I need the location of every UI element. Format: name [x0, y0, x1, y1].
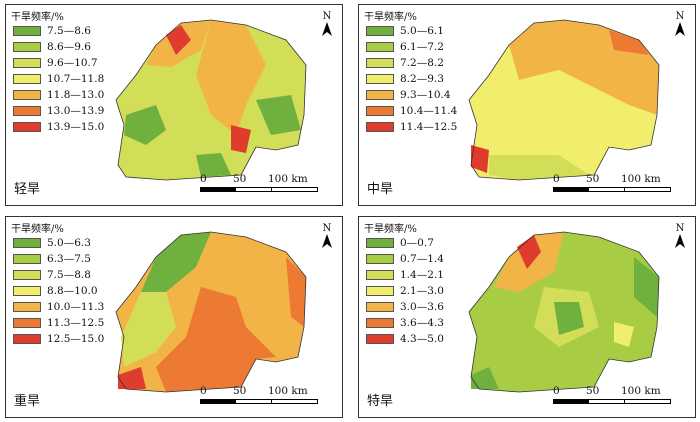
legend-item: 13.9—15.0 — [13, 121, 104, 133]
panel-title: 轻旱 — [14, 182, 41, 197]
legend-item: 0.7—1.4 — [366, 253, 444, 265]
legend-item: 6.1—7.2 — [366, 41, 444, 53]
legend-item: 7.5—8.8 — [13, 269, 91, 281]
legend-item: 8.8—10.0 — [13, 285, 98, 297]
map-panel-light-drought: 干旱频率/% 7.5—8.6 8.6—9.6 9.6—10.7 10.7—11.… — [5, 4, 343, 206]
legend-item: 8.6—9.6 — [13, 41, 91, 53]
legend-title: 干旱频率/% — [11, 12, 64, 23]
legend-item: 7.5—8.6 — [13, 25, 91, 37]
legend-item: 13.0—13.9 — [13, 105, 104, 117]
drought-map-light — [115, 19, 307, 181]
legend-item: 10.4—11.4 — [366, 105, 457, 117]
legend-item: 10.0—11.3 — [13, 301, 104, 313]
scale-bar: 0 50 100 km — [553, 385, 671, 409]
drought-map-severe — [115, 231, 307, 393]
legend-item: 7.2—8.2 — [366, 57, 444, 69]
panel-title: 特旱 — [367, 394, 394, 409]
legend-item: 12.5—15.0 — [13, 333, 104, 345]
legend-item: 8.2—9.3 — [366, 73, 444, 85]
map-panel-severe-drought: 干旱频率/% 5.0—6.3 6.3—7.5 7.5—8.8 8.8—10.0 … — [5, 216, 343, 418]
legend-item: 3.6—4.3 — [366, 317, 444, 329]
panel-title: 重旱 — [14, 394, 41, 409]
legend-item: 6.3—7.5 — [13, 253, 91, 265]
panel-title: 中旱 — [367, 182, 394, 197]
legend-item: 4.3—5.0 — [366, 333, 444, 345]
legend-item: 5.0—6.1 — [366, 25, 444, 37]
map-panel-extreme-drought: 干旱频率/% 0—0.7 0.7—1.4 1.4—2.1 2.1—3.0 3.0… — [358, 216, 696, 418]
drought-map-moderate — [468, 19, 660, 181]
legend-item: 3.0—3.6 — [366, 301, 444, 313]
legend-item: 9.3—10.4 — [366, 89, 451, 101]
map-panel-moderate-drought: 干旱频率/% 5.0—6.1 6.1—7.2 7.2—8.2 8.2—9.3 9… — [358, 4, 696, 206]
legend-item: 2.1—3.0 — [366, 285, 444, 297]
legend-item: 11.4—12.5 — [366, 121, 457, 133]
drought-map-extreme — [468, 231, 660, 393]
north-arrow-icon: N — [673, 11, 687, 39]
legend-item: 10.7—11.8 — [13, 73, 104, 85]
scale-bar: 0 50 100 km — [553, 173, 671, 197]
scale-bar: 0 50 100 km — [200, 385, 318, 409]
legend-title: 干旱频率/% — [11, 224, 64, 235]
north-arrow-icon: N — [320, 223, 334, 251]
legend-item: 11.3—12.5 — [13, 317, 104, 329]
legend-title: 干旱频率/% — [364, 224, 417, 235]
north-arrow-icon: N — [673, 223, 687, 251]
legend-item: 1.4—2.1 — [366, 269, 444, 281]
legend-item: 5.0—6.3 — [13, 237, 91, 249]
legend-item: 0—0.7 — [366, 237, 434, 249]
legend-title: 干旱频率/% — [364, 12, 417, 23]
north-arrow-icon: N — [320, 11, 334, 39]
scale-bar: 0 50 100 km — [200, 173, 318, 197]
legend-item: 9.6—10.7 — [13, 57, 98, 69]
legend-item: 11.8—13.0 — [13, 89, 104, 101]
